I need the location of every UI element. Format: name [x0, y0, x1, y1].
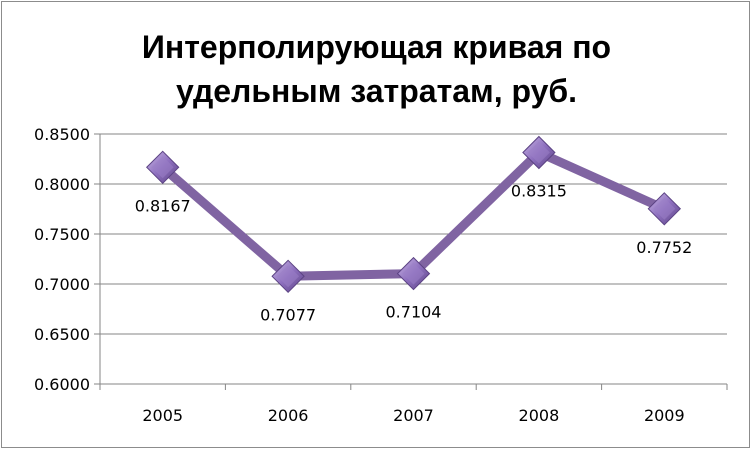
- y-tick-label: 0.6500: [34, 325, 90, 344]
- data-label: 0.7752: [636, 238, 692, 257]
- x-tick-label: 2009: [644, 406, 685, 425]
- y-tick-label: 0.8000: [34, 175, 90, 194]
- data-point-marker-highlight: [151, 156, 174, 179]
- x-tick-label: 2008: [519, 406, 560, 425]
- y-tick-label: 0.8500: [34, 125, 90, 144]
- data-point-marker-highlight: [653, 197, 676, 220]
- data-label: 0.8315: [511, 182, 567, 201]
- data-label: 0.8167: [135, 196, 191, 215]
- data-label: 0.7104: [386, 303, 442, 322]
- data-label: 0.7077: [260, 305, 316, 324]
- y-tick-label: 0.7500: [34, 225, 90, 244]
- chart-title-line-1: Интерполирующая кривая по: [141, 29, 612, 65]
- x-tick-label: 2006: [268, 406, 309, 425]
- chart-title-line-2: удельным затратам, руб.: [175, 73, 578, 109]
- x-tick-label: 2005: [142, 406, 183, 425]
- x-tick-label: 2007: [393, 406, 434, 425]
- data-point-marker-highlight: [527, 141, 550, 164]
- data-point-marker-highlight: [402, 262, 425, 285]
- y-tick-label: 0.6000: [34, 375, 90, 394]
- data-point-marker-highlight: [277, 265, 300, 288]
- y-tick-label: 0.7000: [34, 275, 90, 294]
